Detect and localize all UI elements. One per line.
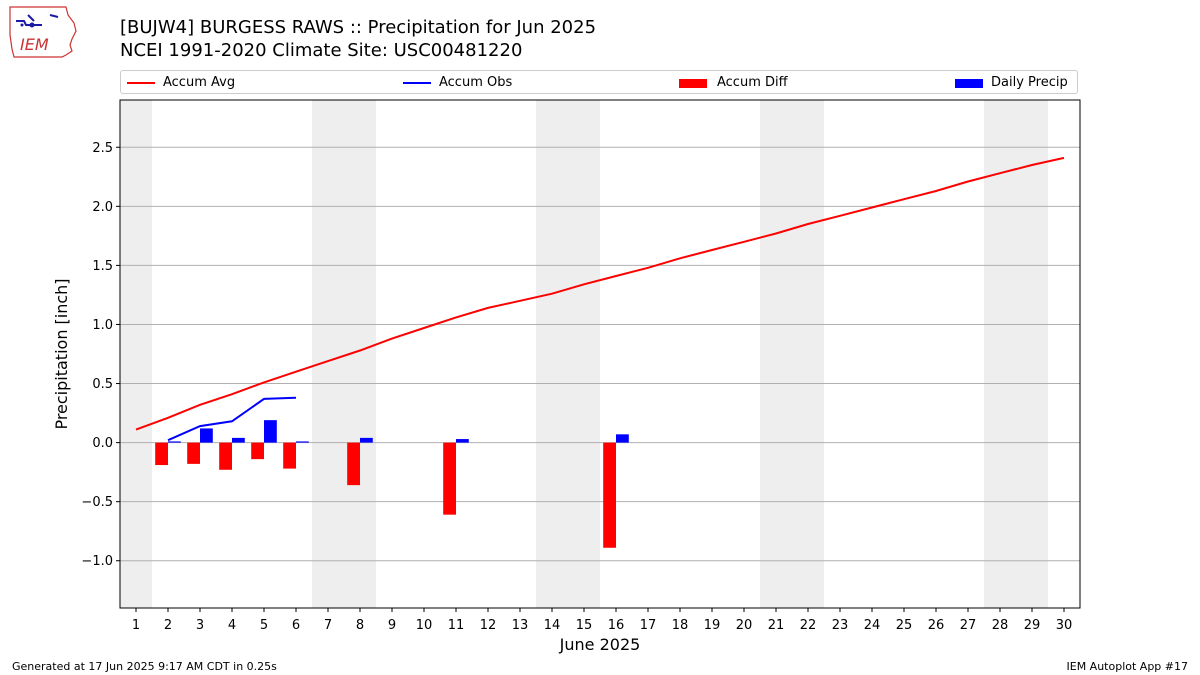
weekend-band	[984, 100, 1048, 608]
y-tick-label: −1.0	[81, 554, 113, 569]
x-tick-label: 19	[704, 618, 721, 633]
series-lines	[135, 156, 1065, 442]
legend-swatch-bar	[679, 79, 707, 88]
y-tick-label: 1.0	[92, 318, 113, 333]
y-tick-label: 1.5	[92, 259, 113, 274]
chart-title: [BUJW4] BURGESS RAWS :: Precipitation fo…	[120, 17, 597, 38]
legend-swatch-line	[403, 82, 431, 84]
legend-swatch-bar	[955, 79, 983, 88]
axes: −1.0−0.50.00.51.01.52.02.51 2 3 4 5 6 7 8 9 10 11 1…	[81, 141, 1072, 633]
bar-daily-precip	[296, 441, 309, 443]
bar-daily-precip	[360, 437, 373, 443]
legend-label: Accum Avg	[163, 75, 236, 90]
x-tick-label: 17	[640, 618, 657, 633]
legend-label: Daily Precip	[991, 75, 1068, 90]
bar-daily-precip	[200, 428, 213, 443]
x-tick-label: 15	[576, 618, 593, 633]
x-tick-label: 22	[800, 618, 817, 633]
logo-text: IEM	[20, 35, 49, 54]
x-tick-label: 29	[1024, 618, 1041, 633]
bar-accum-diff	[347, 442, 360, 486]
bar-daily-precip	[264, 420, 277, 443]
x-tick-label: 14	[544, 618, 561, 633]
x-tick-label: 16	[608, 618, 625, 633]
x-tick-label: 12	[480, 618, 497, 633]
y-tick-label: 2.0	[92, 200, 113, 215]
x-tick-label: 11	[448, 618, 465, 633]
bar-accum-diff	[283, 442, 296, 469]
legend-label: Accum Diff	[717, 75, 788, 90]
x-tick-label: 25	[896, 618, 913, 633]
weekend-band	[312, 100, 376, 608]
footer-generated: Generated at 17 Jun 2025 9:17 AM CDT in …	[12, 660, 277, 673]
x-tick-label: 26	[928, 618, 945, 633]
x-tick-label: 2	[164, 618, 172, 633]
bar-daily-precip	[168, 441, 181, 443]
weekend-band	[536, 100, 600, 608]
y-tick-label: −0.5	[81, 495, 113, 510]
line-accum-avg	[135, 156, 1065, 431]
x-tick-label: 7	[324, 618, 332, 633]
x-tick-label: 21	[768, 618, 785, 633]
chart-subtitle: NCEI 1991-2020 Climate Site: USC00481220	[120, 40, 523, 61]
x-tick-label: 20	[736, 618, 753, 633]
x-tick-label: 8	[356, 618, 364, 633]
bar-daily-precip	[616, 434, 629, 443]
weekend-shading	[120, 100, 1048, 608]
bar-daily-precip	[232, 437, 245, 443]
legend-label: Accum Obs	[439, 75, 513, 90]
gridlines	[120, 146, 1080, 562]
bar-accum-diff	[251, 442, 264, 460]
x-tick-label: 9	[388, 618, 396, 633]
footer-app: IEM Autoplot App #17	[1066, 660, 1189, 673]
x-tick-label: 4	[228, 618, 236, 633]
x-tick-label: 5	[260, 618, 268, 633]
chart-legend: Accum Avg Accum Obs Accum Diff Daily Pre…	[120, 70, 1078, 94]
x-tick-label: 27	[960, 618, 977, 633]
iem-logo: IEM	[9, 6, 77, 58]
bar-accum-diff	[187, 442, 200, 464]
weekend-band	[760, 100, 824, 608]
bar-accum-diff	[155, 442, 168, 466]
legend-swatch-line	[127, 82, 155, 84]
y-axis-label: Precipitation [inch]	[52, 278, 71, 429]
bars	[155, 420, 629, 548]
x-tick-label: 1	[132, 618, 140, 633]
x-axis-label: June 2025	[559, 635, 641, 654]
plot-frame	[119, 99, 1081, 609]
x-tick-label: 13	[512, 618, 529, 633]
bar-accum-diff	[219, 442, 232, 470]
weekend-band	[120, 100, 152, 608]
x-tick-label: 30	[1056, 618, 1073, 633]
x-tick-label: 24	[864, 618, 881, 633]
bar-daily-precip	[456, 439, 469, 443]
bar-accum-diff	[603, 442, 616, 548]
y-tick-label: 0.0	[92, 436, 113, 451]
y-tick-label: 2.5	[92, 141, 113, 156]
x-tick-label: 6	[292, 618, 300, 633]
bar-accum-diff	[443, 442, 456, 515]
x-tick-label: 10	[416, 618, 433, 633]
x-tick-label: 23	[832, 618, 849, 633]
x-tick-label: 18	[672, 618, 689, 633]
line-accum-obs	[167, 396, 297, 442]
y-tick-label: 0.5	[92, 377, 113, 392]
x-tick-label: 3	[196, 618, 204, 633]
x-tick-label: 28	[992, 618, 1009, 633]
